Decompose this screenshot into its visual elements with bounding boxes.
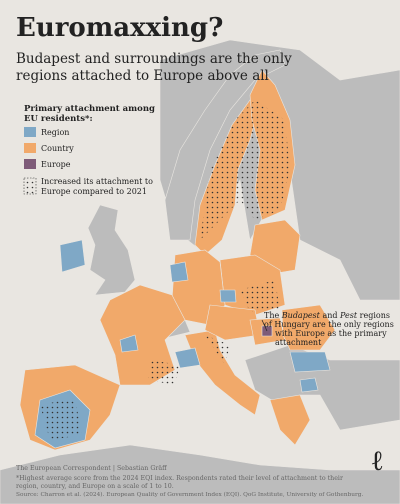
north-africa <box>0 444 400 504</box>
annotation-leader <box>261 319 268 332</box>
legend-label: Europe <box>41 160 71 169</box>
annotation-part: Pest <box>339 311 358 320</box>
footer: The European Correspondent | Sebastian G… <box>16 465 364 498</box>
annotation-part: Budapest <box>281 311 321 320</box>
subtitle: Budapest and surroundings are the only <box>16 51 292 67</box>
legend-title: EU residents*: <box>24 114 93 124</box>
logo: ℓ <box>372 444 383 477</box>
legend-title: Primary attachment among <box>24 104 155 114</box>
annotation-part: The <box>264 311 279 320</box>
annotation-text: The Budapest and Pest regions <box>264 311 390 320</box>
legend-swatch <box>24 127 36 137</box>
norway <box>164 49 286 241</box>
note: Source: Charron et al. (2024). European … <box>16 491 364 498</box>
annotation-part: and <box>322 311 337 320</box>
romania <box>281 304 336 351</box>
legend-swatch <box>23 177 37 195</box>
annotation-part: regions <box>360 311 390 320</box>
credit: The European Correspondent | Sebastian G… <box>16 465 167 472</box>
legend-swatch <box>24 159 36 169</box>
legend-swatch <box>24 143 36 153</box>
bulgaria <box>289 351 331 373</box>
regions-misc <box>119 261 319 393</box>
increased-attachment <box>40 100 290 440</box>
note: region, country, and Europe on a scale o… <box>16 483 174 490</box>
annotation-text: with Europe as the primary <box>275 329 387 338</box>
note: *Highest average score from the 2024 EQI… <box>16 475 344 482</box>
austria-czechia <box>204 304 261 341</box>
subtitle: regions attached to Europe above all <box>16 68 269 84</box>
greece <box>269 394 311 446</box>
legend-label: Country <box>41 144 74 153</box>
legend-label: Europe compared to 2021 <box>41 187 147 196</box>
title: Euromaxxing? <box>16 13 223 43</box>
legend: Primary attachment among EU residents*: … <box>23 104 155 196</box>
uk <box>87 204 136 296</box>
annotation-text: attachment <box>275 338 322 347</box>
annotation-text: of Hungary are the only regions <box>264 320 394 329</box>
annotation: The Budapest and Pest regions of Hungary… <box>264 311 394 347</box>
legend-label: Region <box>41 128 69 137</box>
map <box>0 39 400 504</box>
ireland <box>59 239 86 273</box>
legend-label: Increased its attachment to <box>41 177 153 186</box>
